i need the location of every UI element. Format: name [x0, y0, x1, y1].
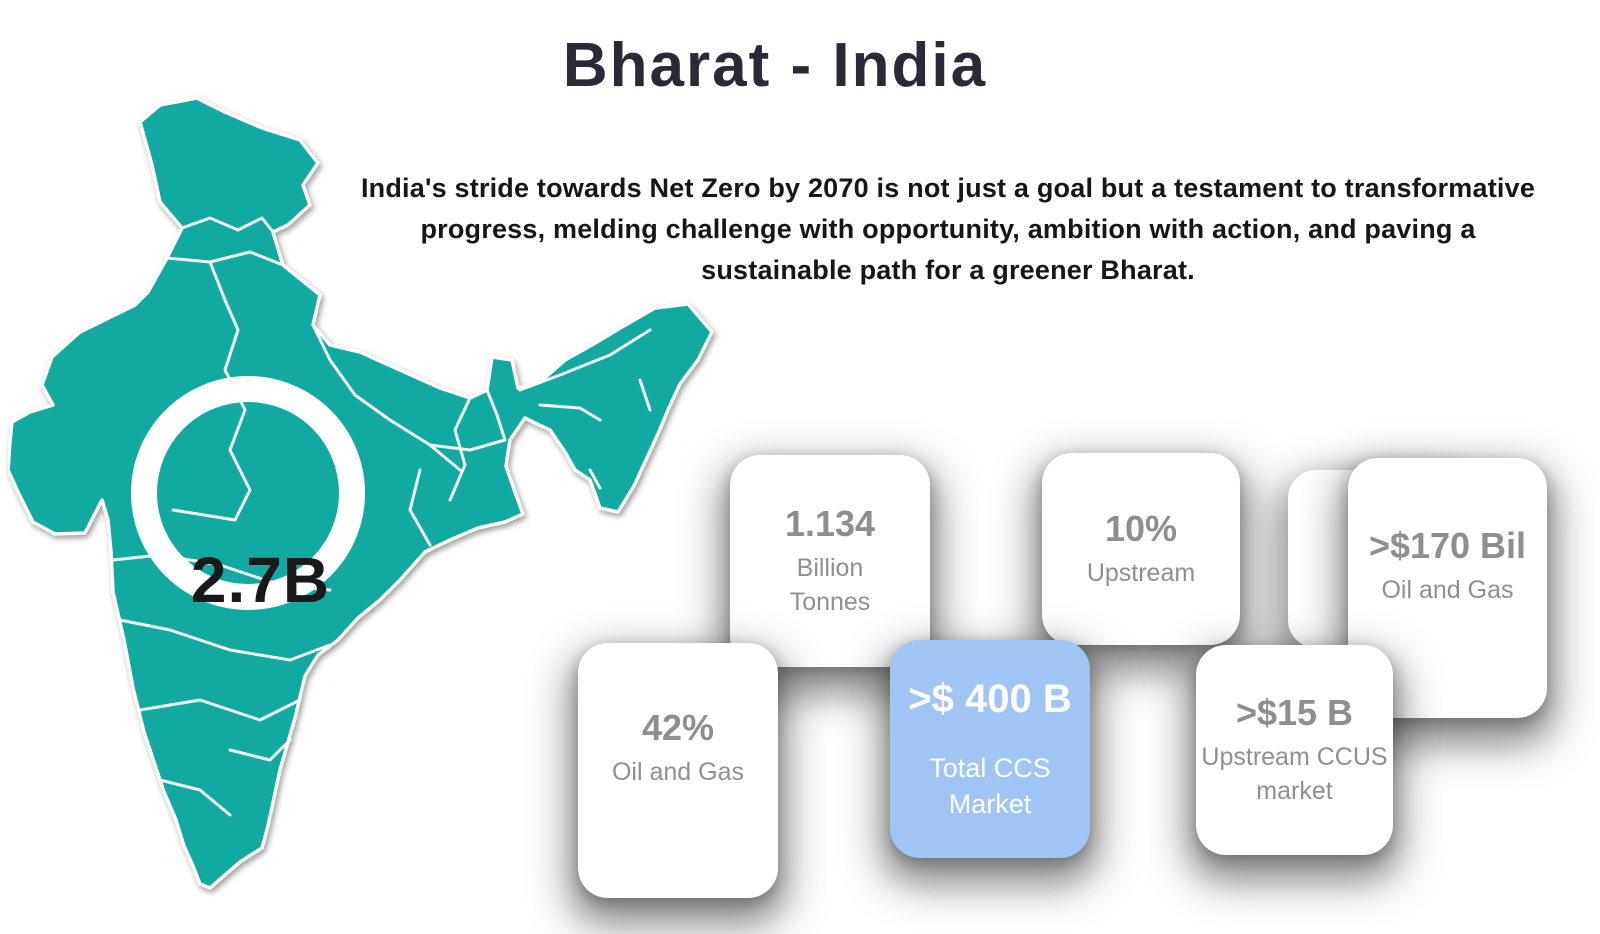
- stat-caption: Oil and Gas: [611, 758, 744, 786]
- stat-caption: Billion: [796, 554, 864, 582]
- stat-caption: market: [1256, 777, 1333, 805]
- page-title: Bharat - India: [562, 31, 988, 100]
- stat-caption: Oil and Gas: [1381, 575, 1514, 604]
- stat-value: 10%: [1104, 508, 1178, 549]
- stat-value: >$ 400 B: [908, 676, 1072, 721]
- stat-card-upstream-ccus: >$15 B Upstream CCUS market: [1196, 645, 1393, 855]
- stat-caption: Market: [948, 788, 1032, 819]
- stat-value: >$170 Bil: [1368, 524, 1527, 566]
- state-borders: [111, 216, 652, 817]
- stat-caption: Total CCS: [929, 752, 1051, 783]
- stat-caption: Upstream CCUS: [1201, 743, 1388, 771]
- population-ring: [131, 376, 365, 610]
- stat-value: >$15 B: [1235, 692, 1354, 733]
- stat-value: 42%: [641, 707, 715, 748]
- stat-caption: Upstream: [1086, 559, 1196, 587]
- stat-caption: Tonnes: [789, 588, 871, 616]
- india-map-svg: [6, 96, 714, 890]
- stat-card-upstream-share: 10% Upstream: [1042, 453, 1240, 645]
- stat-card-oil-gas-share: 42% Oil and Gas: [578, 643, 778, 898]
- stat-card-total-ccs-market: >$ 400 B Total CCS Market: [890, 640, 1090, 858]
- population-value: 2.7B: [190, 544, 331, 616]
- stat-value: 1.134: [784, 503, 876, 544]
- subtitle-text: India's stride towards Net Zero by 2070 …: [360, 173, 1536, 285]
- stat-card-billion-tonnes: 1.134 Billion Tonnes: [730, 455, 930, 667]
- india-map: 2.7B: [6, 85, 718, 920]
